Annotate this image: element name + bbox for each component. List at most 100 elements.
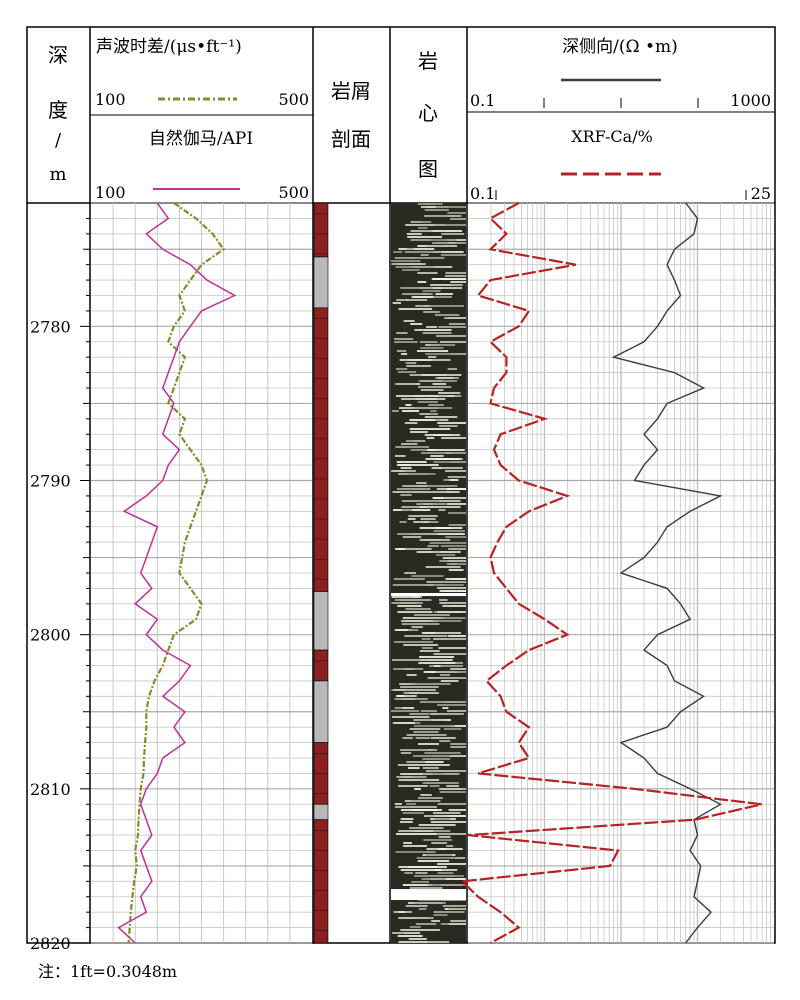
core-texture-band: [448, 323, 466, 325]
core-texture-band: [400, 818, 414, 820]
core-texture-band: [416, 551, 456, 553]
core-texture-band: [393, 578, 425, 580]
core-texture-band: [396, 488, 431, 490]
gamma-title: 自然伽马/API: [149, 129, 253, 149]
core-texture-band: [398, 911, 406, 913]
core-texture-band: [423, 839, 453, 841]
core-texture-band: [448, 809, 466, 811]
core-texture-band: [437, 206, 466, 208]
core-texture-band: [430, 821, 466, 823]
core-texture-band: [438, 836, 451, 838]
core-texture-band: [404, 635, 448, 637]
core-texture-band: [392, 584, 434, 586]
core-texture-band: [406, 440, 422, 442]
core-texture-band: [404, 251, 442, 253]
core-texture-band: [391, 410, 399, 412]
acoustic-max: 500: [278, 90, 309, 109]
core-texture-band: [399, 359, 432, 361]
core-texture-band: [416, 503, 446, 505]
core-texture-band: [394, 257, 415, 259]
gamma-max: 500: [278, 183, 309, 202]
core-texture-band: [450, 743, 466, 745]
track1-grid: [91, 202, 312, 944]
depth-tick-label: 2800: [30, 626, 71, 645]
core-texture-band: [445, 470, 466, 472]
core-texture-band: [402, 737, 413, 739]
core-texture-band: [400, 494, 412, 496]
core-texture-band: [399, 464, 410, 466]
core-texture-band: [408, 629, 419, 631]
core-texture-band: [437, 704, 466, 706]
core-texture-band: [419, 287, 463, 289]
core-texture-band: [441, 233, 465, 235]
core-texture-band: [415, 923, 437, 925]
core-texture-band: [420, 518, 436, 520]
core-texture-band: [414, 407, 453, 409]
core-texture-band: [401, 623, 440, 625]
core-texture-band: [400, 773, 433, 775]
core-texture-band: [428, 884, 466, 886]
core-texture-band: [409, 431, 428, 433]
core-texture-band: [419, 413, 429, 415]
core-texture-band: [418, 908, 427, 910]
core-texture-band: [412, 755, 435, 757]
core-texture-band: [446, 239, 466, 241]
lithology-bed: [313, 803, 329, 820]
core-texture-band: [398, 470, 416, 472]
core-texture-band: [416, 857, 457, 859]
core-texture-band: [422, 290, 441, 292]
depth-tick-label: 2780: [30, 317, 71, 336]
core-texture-band: [448, 548, 466, 550]
xrf-scale-ticks: [495, 190, 747, 200]
core-texture-band: [433, 497, 466, 499]
core-texture-band: [400, 749, 432, 751]
core-texture-band: [399, 521, 407, 523]
core-texture-band: [437, 422, 466, 424]
core-texture-band: [448, 524, 466, 526]
core-texture-band: [409, 728, 441, 730]
core-texture-band: [450, 746, 466, 748]
core-gap: [391, 593, 466, 597]
core-texture-band: [406, 734, 447, 736]
core-texture-band: [400, 287, 432, 289]
core-texture-band: [396, 332, 408, 334]
core-texture-band: [426, 632, 462, 634]
core-texture-band: [406, 674, 417, 676]
depth-tick-label: 2790: [30, 472, 71, 491]
core-texture-band: [448, 923, 466, 925]
core-texture-band: [424, 434, 442, 436]
core-texture-band: [423, 815, 450, 817]
core-texture-band: [433, 911, 465, 913]
core-texture-band: [427, 449, 465, 451]
core-texture-band: [421, 638, 431, 640]
core-texture-band: [439, 467, 463, 469]
core-texture-band: [438, 425, 458, 427]
core-texture-band: [442, 605, 466, 607]
core-texture-band: [411, 296, 434, 298]
core-texture-band: [398, 473, 411, 475]
core-texture-band: [446, 491, 460, 493]
core-texture-band: [394, 455, 406, 457]
core-texture-band: [413, 731, 439, 733]
core-texture-band: [420, 380, 443, 382]
core-texture-band: [422, 773, 452, 775]
core-texture-band: [439, 590, 466, 592]
core-texture-band: [404, 572, 417, 574]
core-texture-band: [448, 569, 464, 571]
core-texture-band: [404, 668, 415, 670]
core-texture-band: [433, 665, 441, 667]
core-texture-band: [407, 767, 420, 769]
core-texture-band: [422, 758, 451, 760]
core-texture-band: [433, 434, 461, 436]
core-texture-band: [410, 230, 433, 232]
cuttings-header-line: 剖面: [331, 127, 371, 151]
core-texture-band: [399, 821, 413, 823]
depth-axis: 2780 2790 2800 2810 2820: [30, 202, 90, 953]
core-texture-band: [420, 254, 429, 256]
core-texture-band: [437, 863, 466, 865]
core-texture-band: [450, 281, 466, 283]
footnote: 注：1ft=0.3048m: [38, 962, 178, 981]
core-texture-band: [437, 377, 454, 379]
core-texture-band: [395, 833, 437, 835]
core-texture-band: [411, 491, 450, 493]
